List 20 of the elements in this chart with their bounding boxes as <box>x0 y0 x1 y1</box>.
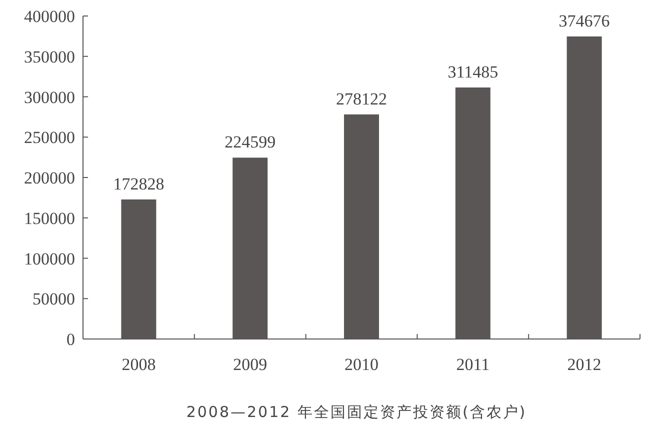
y-tick-label: 0 <box>66 330 75 349</box>
x-tick-label: 2010 <box>344 355 378 374</box>
x-tick-label: 2012 <box>567 355 602 374</box>
x-tick-label: 2011 <box>456 355 490 374</box>
data-label: 224599 <box>224 132 276 152</box>
y-tick-label: 350000 <box>24 47 75 66</box>
text: 2008—2012 年全国固定资产投资额(含农户) <box>186 403 527 421</box>
y-tick-label: 250000 <box>24 128 75 148</box>
y-tick-label: 400000 <box>24 7 75 26</box>
y-tick-label: 50000 <box>32 290 75 309</box>
x-tick-label: 2008 <box>122 355 156 374</box>
y-tick-label: 100000 <box>24 249 75 268</box>
data-label: 172828 <box>113 174 164 194</box>
data-label: 374676 <box>558 11 610 30</box>
data-label: 311485 <box>448 62 498 82</box>
y-tick-label: 150000 <box>24 208 75 228</box>
x-tick-label: 2009 <box>233 355 268 374</box>
data-label: 278122 <box>336 89 387 108</box>
y-tick-label: 200000 <box>24 168 75 188</box>
y-tick-label: 300000 <box>24 88 75 107</box>
